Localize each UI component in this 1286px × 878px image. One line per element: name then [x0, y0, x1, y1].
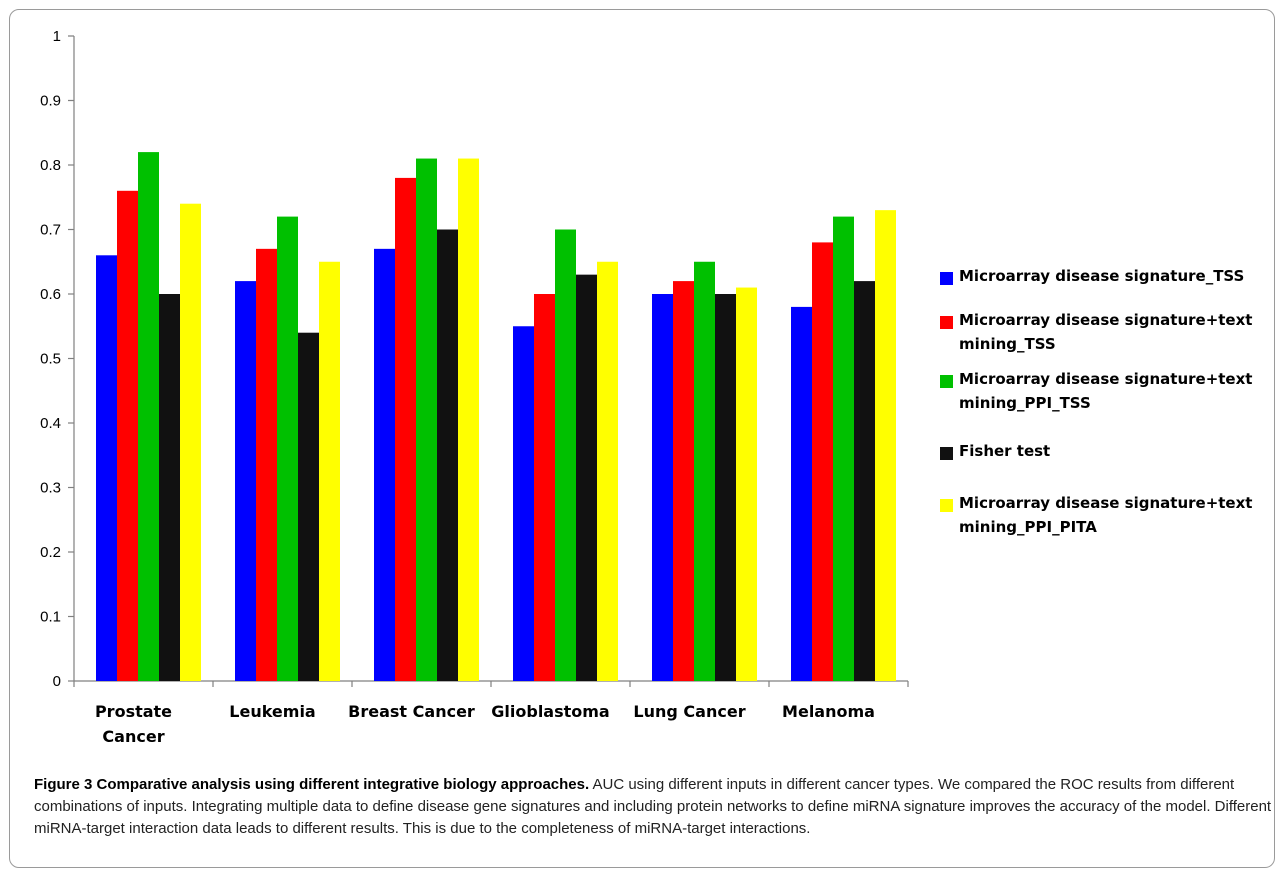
x-axis [73, 680, 909, 687]
category-label: Prostate Cancer [95, 702, 172, 746]
legend-item: Fisher test [940, 442, 1274, 463]
figure-caption: Figure 3 Comparative analysis using diff… [34, 774, 1274, 840]
legend-item: Microarray disease signature_TSS [940, 267, 1274, 288]
bar [833, 216, 854, 681]
bar [694, 261, 715, 681]
bar [180, 203, 201, 681]
y-tick-label: 0.2 [40, 544, 61, 561]
bar [256, 248, 277, 681]
bar [555, 229, 576, 681]
bar [736, 287, 757, 681]
y-tick-label: 0.3 [40, 480, 61, 497]
legend-swatch [940, 375, 953, 388]
bar [597, 261, 618, 681]
bar [235, 281, 256, 681]
category-labels: Prostate Cancer Leukemia Breast Cancer Gliob… [95, 702, 875, 746]
bar [416, 158, 437, 682]
legend-label: Fisher test [959, 442, 1051, 460]
y-tick-label: 0.5 [40, 351, 61, 368]
legend-swatch [940, 447, 953, 460]
legend-label: Microarray disease signature+text mining… [959, 494, 1253, 536]
bar [673, 281, 694, 681]
bar [534, 294, 555, 681]
bar [854, 281, 875, 681]
y-tick-label: 0.8 [40, 157, 61, 174]
bar [458, 158, 479, 682]
bar [159, 294, 180, 681]
bar [277, 216, 298, 681]
legend-label: Microarray disease signature_TSS [959, 267, 1245, 285]
bar [715, 294, 736, 681]
y-tick-label: 0.9 [40, 93, 61, 110]
figure-frame: 0 0.1 0.2 0.3 0.4 0.5 0.6 0.7 0.8 0.9 1 Prostate Ca… [9, 9, 1275, 868]
y-tick-label: 0 [53, 673, 61, 690]
bar [875, 210, 896, 681]
bar [96, 255, 117, 682]
legend-label: Microarray disease signature+text mining… [959, 311, 1253, 353]
category-label: Glioblastoma [491, 702, 609, 721]
bars [96, 152, 896, 682]
category-label: Melanoma [782, 702, 875, 721]
bar [395, 177, 416, 681]
legend-swatch [940, 316, 953, 329]
bar [791, 306, 812, 681]
category-label: Breast Cancer [348, 702, 475, 721]
legend-item: Microarray disease signature+text mining… [940, 311, 1274, 356]
bar [117, 190, 138, 682]
bar [576, 274, 597, 681]
category-label: Leukemia [229, 702, 315, 721]
y-axis: 0 0.1 0.2 0.3 0.4 0.5 0.6 0.7 0.8 0.9 1 [40, 28, 75, 690]
category-label: Lung Cancer [633, 702, 745, 721]
y-tick-label: 1 [53, 28, 61, 45]
bar [138, 152, 159, 682]
bar [298, 332, 319, 681]
bar [319, 261, 340, 681]
bar [374, 248, 395, 681]
y-tick-label: 0.6 [40, 286, 61, 303]
bar [812, 242, 833, 681]
legend-item: Microarray disease signature+text mining… [940, 494, 1274, 539]
caption-title: Figure 3 Comparative analysis using diff… [34, 776, 590, 793]
legend-label: Microarray disease signature+text mining… [959, 370, 1253, 412]
legend-item: Microarray disease signature+text mining… [940, 370, 1274, 415]
bar [652, 294, 673, 681]
y-tick-label: 0.7 [40, 222, 61, 239]
legend-swatch [940, 499, 953, 512]
caption-body: AUC using different inputs in different … [34, 776, 1272, 837]
bar-chart: 0 0.1 0.2 0.3 0.4 0.5 0.6 0.7 0.8 0.9 1 Prostate Ca… [40, 28, 909, 746]
bar [437, 229, 458, 681]
y-tick-label: 0.1 [40, 609, 61, 626]
y-tick-label: 0.4 [40, 415, 61, 432]
bar [513, 326, 534, 681]
legend-swatch [940, 272, 953, 285]
